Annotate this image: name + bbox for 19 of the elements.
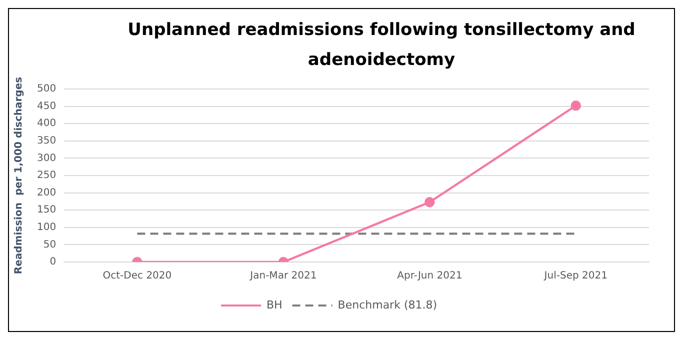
y-axis-title: Readmission per 1,000 discharges: [14, 76, 25, 274]
y-tick-label: 400: [36, 118, 56, 130]
x-tick-label: Oct-Dec 2020: [102, 270, 172, 282]
y-tick-label: 300: [36, 152, 56, 164]
y-tick-label: 50: [43, 239, 56, 250]
y-tick-label: 100: [36, 222, 56, 233]
x-tick-label: Jan-Mar 2021: [249, 270, 317, 282]
y-tick-label: 350: [36, 135, 56, 146]
x-tick-label: Apr-Jun 2021: [397, 270, 462, 282]
chart-title: Unplanned readmissions following tonsillectomy and adenoidectomy: [126, 19, 636, 72]
legend-label: BH: [266, 298, 282, 312]
y-tick-label: 250: [36, 170, 56, 182]
y-tick-label: 0: [50, 256, 56, 268]
x-tick-label: Jul-Sep 2021: [543, 270, 608, 282]
legend-label: Benchmark (81.8): [338, 298, 438, 312]
y-tick-label: 450: [36, 100, 56, 112]
y-tick-label: 150: [36, 204, 56, 216]
y-tick-label: 200: [36, 187, 56, 198]
y-tick-label: 500: [36, 84, 56, 95]
